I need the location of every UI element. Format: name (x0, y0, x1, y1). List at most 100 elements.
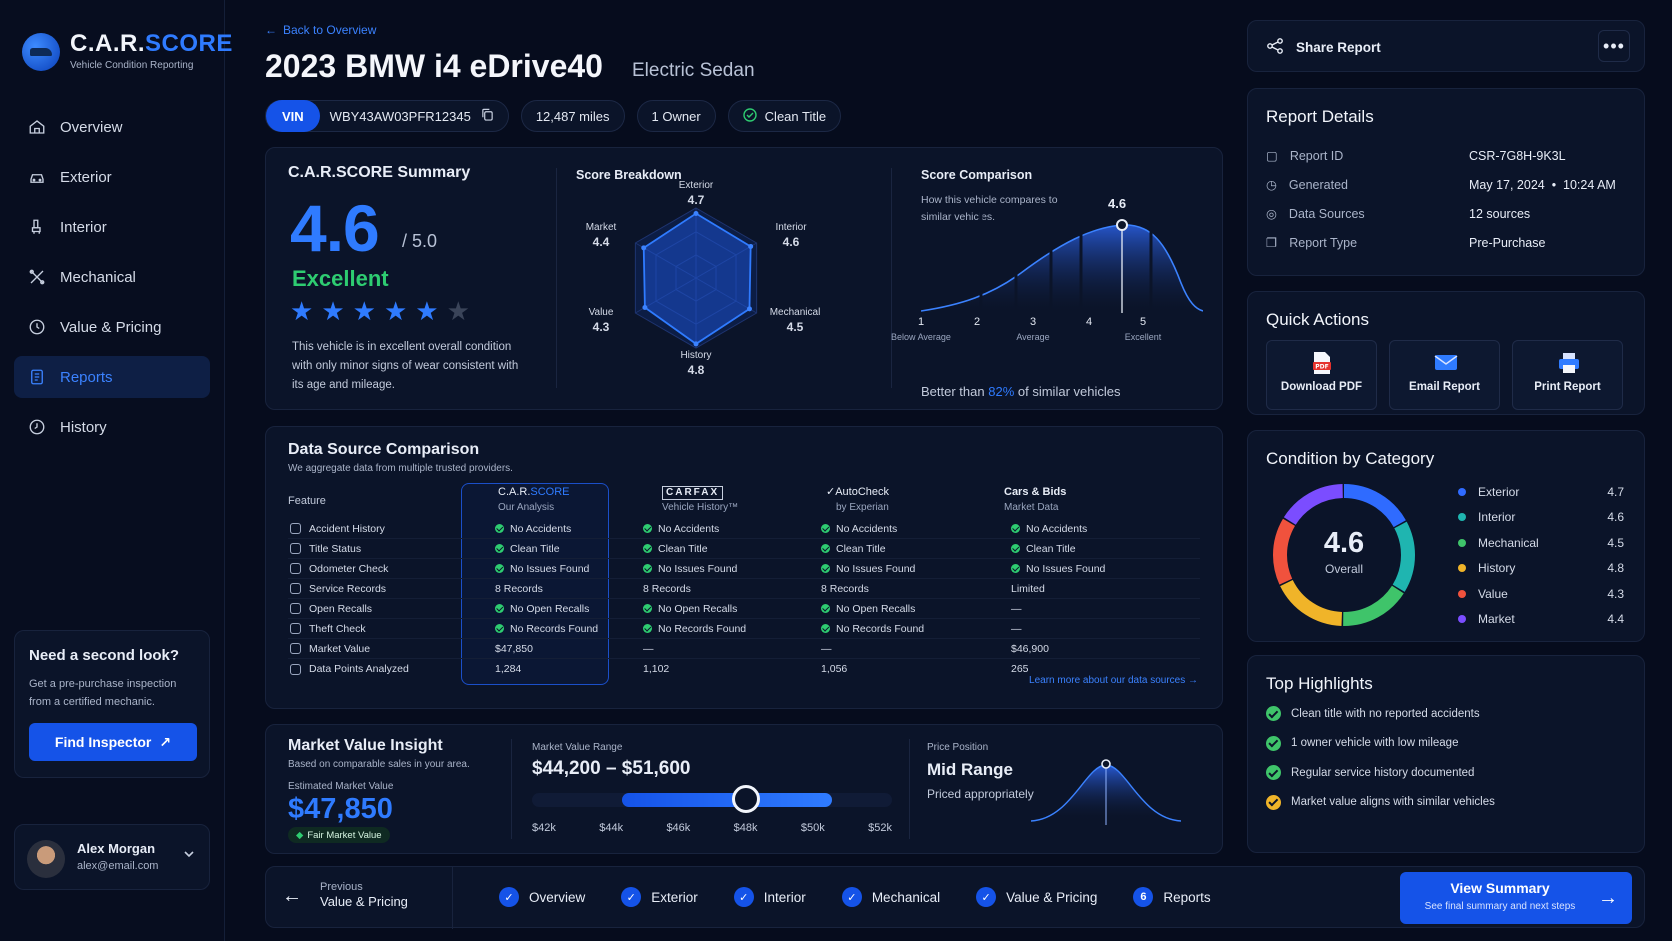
find-inspector-button[interactable]: Find Inspector ↗ (29, 723, 197, 761)
condition-title: Condition by Category (1266, 449, 1435, 468)
vin-tag: VIN (266, 100, 320, 132)
feature-cell: Odometer Check (288, 563, 483, 575)
legend-dot (1458, 487, 1466, 496)
rating-label: Excellent (292, 266, 389, 291)
download-pdf-button[interactable]: PDF Download PDF (1266, 340, 1377, 410)
inspection-promo: Need a second look? Get a pre-purchase i… (14, 630, 210, 778)
legend-item: Value 4.3 (1458, 581, 1624, 607)
tick-label: $52k (868, 822, 892, 834)
chevron-down-icon[interactable] (183, 847, 195, 865)
step-value-pricing[interactable]: ✓ Value & Pricing (976, 887, 1097, 907)
check-badge-icon (1266, 794, 1281, 810)
step-exterior[interactable]: ✓ Exterior (621, 887, 698, 907)
mileage-value: 12,487 miles (535, 108, 610, 124)
feature-cell: Theft Check (288, 623, 483, 635)
share-report-button[interactable]: Share Report (1266, 37, 1381, 58)
previous-button[interactable]: ← Previous Value & Pricing (282, 881, 408, 911)
sidebar-item-exterior[interactable]: Exterior (14, 156, 210, 198)
check-circle-icon (821, 604, 830, 613)
feature-icon (290, 603, 301, 614)
brand-logo[interactable]: C.A.R.SCORE Vehicle Condition Reporting (22, 32, 233, 71)
legend-item: Market 4.4 (1458, 607, 1624, 633)
score-summary-card: C.A.R.SCORE Summary 4.6 / 5.0 Excellent … (265, 147, 1223, 410)
column-header-carscore: C.A.R.SCORE Our Analysis (498, 486, 570, 513)
value-cell: No Accidents (1011, 523, 1191, 535)
table-row: Service Records 8 Records 8 Records 8 Recor… (288, 579, 1200, 599)
value-cell: 265 (1011, 663, 1029, 675)
sidebar-item-label: History (60, 418, 107, 436)
brand-name: C.A.R.SCORE (70, 30, 233, 57)
value-cell: — (821, 642, 832, 655)
view-summary-button[interactable]: View Summary See final summary and next … (1400, 872, 1632, 924)
estimated-value: $47,850 (288, 793, 393, 825)
step-interior[interactable]: ✓ Interior (733, 887, 806, 907)
sidebar-item-mechanical[interactable]: Mechanical (14, 256, 210, 298)
check-circle-icon (821, 524, 830, 533)
sidebar-item-label: Value & Pricing (60, 318, 162, 336)
checkmark-icon: ✓ (826, 486, 836, 498)
value-cell: 8 Records (495, 582, 543, 595)
arrow-left-icon: ← (282, 884, 302, 907)
divider (909, 739, 910, 839)
sidebar-nav: Overview Exterior Interior Mechanical Va… (14, 106, 210, 456)
email-report-button[interactable]: Email Report (1389, 340, 1500, 410)
comparison-summary: Better than 82% of similar vehicles (921, 384, 1121, 399)
sidebar-item-reports[interactable]: Reports (14, 356, 210, 398)
price-range-thumb[interactable] (732, 785, 760, 813)
highlight-item: Regular service history documented (1266, 765, 1474, 780)
check-circle-icon (495, 604, 504, 613)
check-circle-icon (643, 624, 652, 633)
tick-label: $46k (666, 822, 691, 834)
table-row: Accident History No Accidents No Accidents… (288, 519, 1200, 539)
feature-cell: Data Points Analyzed (288, 663, 483, 675)
check-circle-icon (495, 544, 504, 553)
external-arrow-icon: ↗ (159, 733, 172, 750)
more-options-button[interactable]: ••• (1598, 30, 1630, 62)
star-icon: ★ (415, 296, 439, 326)
table-row: Odometer Check No Issues Found No Issues F… (288, 559, 1200, 579)
user-profile[interactable]: Alex Morgan alex@email.com (14, 824, 210, 890)
estimated-value-label: Estimated Market Value (288, 781, 394, 792)
radar-label-market: Market 4.4 (585, 222, 617, 249)
step-mechanical[interactable]: ✓ Mechanical (841, 887, 940, 907)
step-reports[interactable]: 6 Reports (1133, 887, 1211, 907)
divider (511, 739, 512, 839)
sidebar-item-interior[interactable]: Interior (14, 206, 210, 248)
legend-dot (1458, 589, 1466, 598)
sidebar-item-value-pricing[interactable]: Value & Pricing (14, 306, 210, 348)
sidebar-item-label: Reports (60, 368, 113, 386)
copy-icon[interactable] (481, 108, 494, 124)
check-icon: ✓ (499, 887, 519, 907)
feature-icon (290, 563, 301, 574)
home-icon (28, 118, 46, 136)
donut-segment-interior (1273, 484, 1415, 626)
data-source-comparison-card: Data Source Comparison We aggregate data… (265, 426, 1223, 709)
sidebar-item-label: Overview (60, 118, 123, 136)
check-icon: ✓ (733, 887, 754, 907)
value-cell: — (1011, 622, 1022, 635)
star-icon: ★ (290, 296, 314, 326)
value-cell: 8 Records (643, 582, 691, 595)
learn-more-link[interactable]: Learn more about our data sources → (1029, 675, 1198, 686)
value-cell: No Records Found (643, 623, 821, 635)
price-distribution-chart (1031, 759, 1181, 825)
step-overview[interactable]: ✓ Overview (499, 887, 585, 907)
previous-label: Previous (320, 881, 363, 893)
value-cell: No Records Found (821, 623, 1011, 635)
condition-by-category-card: Condition by Category 4.6 Overall Exteri… (1247, 430, 1645, 642)
back-to-overview-link[interactable]: ← Back to Overview (265, 23, 376, 37)
legend-item: Mechanical 4.5 (1458, 530, 1624, 556)
sidebar-item-history[interactable]: History (14, 406, 210, 448)
promo-text: Get a pre-purchase inspection from a cer… (29, 678, 177, 708)
seat-icon (28, 218, 46, 236)
check-circle-icon (643, 604, 652, 613)
progress-steps: ✓ Overview ✓ Exterior ✓ Interior ✓ Mechanica… (499, 887, 1211, 907)
print-report-button[interactable]: Print Report (1512, 340, 1623, 410)
value-cell: 1,056 (821, 663, 848, 675)
price-position-label: Price Position (927, 742, 989, 753)
check-circle-icon (643, 524, 652, 533)
summary-text: This vehicle is in excellent overall con… (292, 341, 519, 391)
price-range-ticks: $42k $44k $46k $48k $50k $52k (532, 822, 892, 834)
arrow-left-icon: ← (265, 23, 277, 37)
sidebar-item-overview[interactable]: Overview (14, 106, 210, 148)
